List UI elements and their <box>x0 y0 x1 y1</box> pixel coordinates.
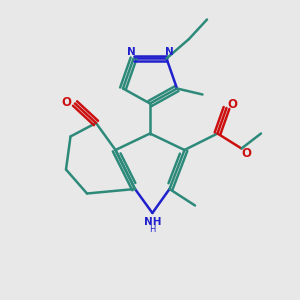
Text: H: H <box>149 225 156 234</box>
Text: N: N <box>127 47 136 57</box>
Text: NH: NH <box>144 217 161 227</box>
Text: N: N <box>164 47 173 57</box>
Text: O: O <box>227 98 237 112</box>
Text: O: O <box>241 147 251 161</box>
Text: O: O <box>61 95 72 109</box>
